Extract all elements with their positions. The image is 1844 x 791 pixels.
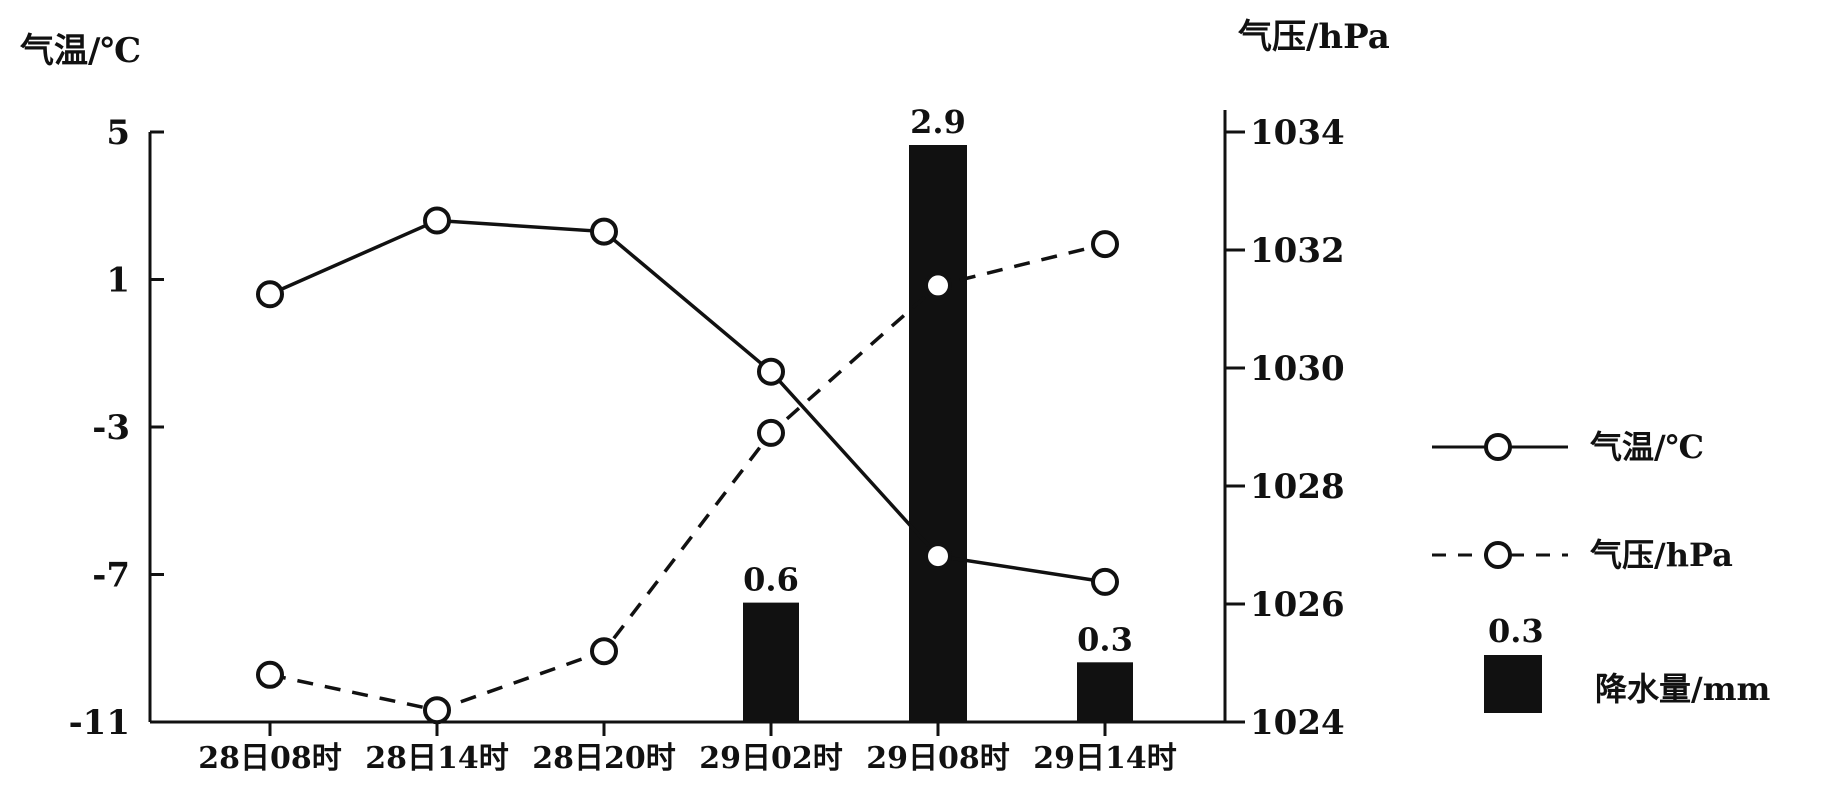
legend: 气温/℃ 气压/hPa 0.3 降水量/mm [1432, 428, 1771, 713]
precipitation-bar [909, 145, 967, 722]
legend-item-precipitation: 0.3 降水量/mm [1484, 612, 1771, 713]
left-ticks: 5 1 -3 -7 -11 [69, 113, 164, 743]
left-tick-label: 5 [106, 113, 130, 153]
legend-precipitation-label: 降水量/mm [1595, 670, 1771, 708]
precipitation-bar [1077, 662, 1133, 722]
temperature-point [757, 357, 785, 386]
legend-item-pressure: 气压/hPa [1432, 536, 1733, 574]
right-tick-label: 1024 [1250, 703, 1345, 743]
pressure-point [590, 637, 618, 666]
x-ticks: 28日08时 28日14时 28日20时 29日02时 29日08时 29日14时 [198, 722, 1177, 776]
precipitation-bar [743, 602, 799, 722]
temperature-point [1091, 567, 1119, 596]
pressure-point [1091, 230, 1119, 259]
right-tick-label: 1028 [1250, 467, 1345, 507]
left-axis-title: 气温/℃ [19, 31, 141, 71]
legend-pressure-label: 气压/hPa [1590, 536, 1733, 574]
x-tick-label: 28日14时 [365, 741, 509, 776]
series-lines [256, 206, 1119, 725]
precipitation-bars: 0.6 2.9 0.3 [743, 103, 1133, 722]
left-tick-label: 1 [106, 261, 130, 301]
right-tick-label: 1026 [1250, 585, 1345, 625]
temperature-point [256, 280, 284, 309]
right-tick-label: 1032 [1250, 231, 1345, 271]
right-axis-title: 气压/hPa [1237, 17, 1390, 57]
right-tick-label: 1034 [1250, 113, 1345, 153]
x-tick-label: 28日08时 [198, 741, 342, 776]
temperature-point [590, 217, 618, 246]
legend-pressure-marker [1484, 541, 1512, 569]
legend-bar-swatch [1484, 655, 1542, 713]
right-ticks: 1034 1032 1030 1028 1026 1024 [1225, 113, 1345, 743]
legend-bar-value-label: 0.3 [1488, 612, 1544, 650]
legend-item-temperature: 气温/℃ [1432, 428, 1704, 466]
legend-temperature-label: 气温/℃ [1590, 428, 1704, 466]
x-tick-label: 29日08时 [866, 741, 1010, 776]
left-tick-label: -3 [92, 408, 130, 448]
pressure-point [256, 660, 284, 689]
pressure-point [757, 418, 785, 447]
pressure-point [423, 696, 451, 725]
temperature-line [269, 218, 1106, 584]
precipitation-bar-label: 2.9 [910, 103, 966, 141]
precipitation-bar-label: 0.3 [1077, 620, 1133, 658]
temperature-point [924, 542, 952, 571]
x-tick-label: 29日14时 [1033, 741, 1177, 776]
legend-temperature-marker [1484, 433, 1512, 461]
x-tick-label: 28日20时 [532, 741, 676, 776]
pressure-line [269, 242, 1106, 713]
x-tick-label: 29日02时 [699, 741, 843, 776]
temperature-point [423, 206, 451, 235]
left-tick-label: -11 [69, 703, 130, 743]
left-tick-label: -7 [92, 556, 130, 596]
pressure-point [924, 271, 952, 300]
precipitation-bar-label: 0.6 [743, 561, 799, 599]
right-tick-label: 1030 [1250, 349, 1345, 389]
